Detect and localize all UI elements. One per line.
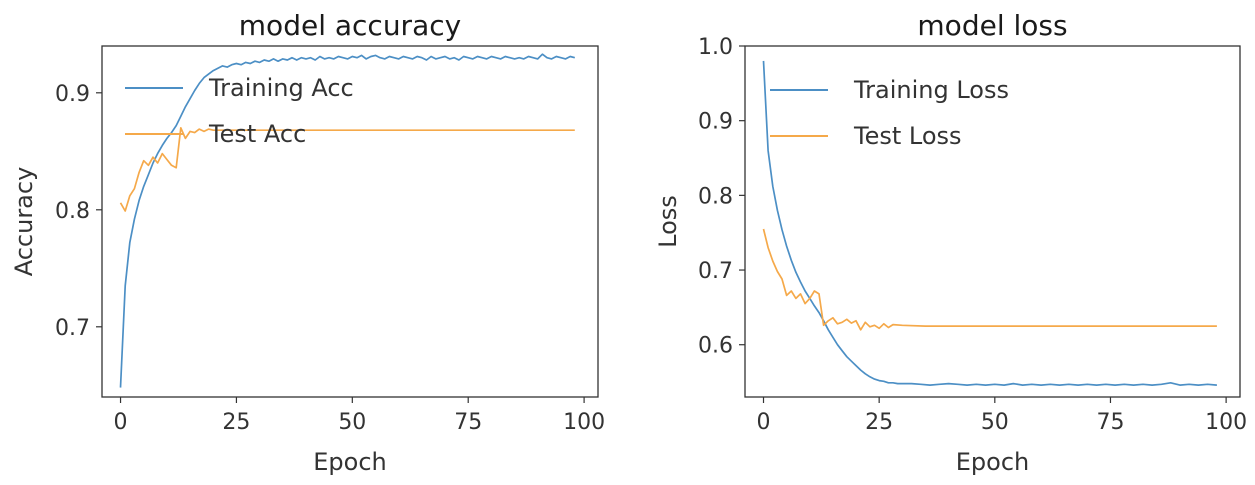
x-tick-label: 75 — [1096, 410, 1124, 435]
y-axis-label: Loss — [654, 195, 682, 248]
plot-frame — [744, 45, 1241, 398]
y-tick-label: 0.7 — [55, 316, 90, 341]
x-tick-label: 100 — [563, 410, 605, 435]
chart-title: model loss — [917, 9, 1067, 42]
chart-title: model accuracy — [239, 9, 461, 42]
x-axis-label: Epoch — [956, 448, 1030, 476]
y-tick-label: 0.6 — [698, 334, 733, 359]
series-line-training-acc — [119, 53, 576, 388]
legend-label: Training Loss — [853, 76, 1009, 104]
x-tick-label: 75 — [454, 410, 482, 435]
x-tick-label: 0 — [114, 410, 128, 435]
x-tick-label: 100 — [1205, 410, 1247, 435]
y-axis-label: Accuracy — [10, 167, 38, 277]
x-tick-label: 50 — [338, 410, 366, 435]
y-tick-label: 0.7 — [698, 259, 733, 284]
legend-label: Test Loss — [853, 122, 962, 150]
x-tick-label: 25 — [222, 410, 250, 435]
series-line-test-loss — [762, 228, 1217, 331]
y-tick-label: 0.8 — [55, 199, 90, 224]
y-tick-label: 1.0 — [698, 35, 733, 60]
accuracy-panel: model accuracy Epoch Accuracy 0 25 50 75 100 0.7… — [10, 9, 605, 476]
x-tick-label: 25 — [865, 410, 893, 435]
series-line-training-loss — [762, 60, 1217, 386]
y-tick-label: 0.8 — [698, 184, 733, 209]
legend-label: Training Acc — [208, 74, 354, 102]
x-tick-label: 50 — [981, 410, 1009, 435]
x-axis-label: Epoch — [313, 448, 387, 476]
y-tick-label: 0.9 — [698, 110, 733, 135]
x-tick-label: 0 — [757, 410, 771, 435]
y-tick-label: 0.9 — [55, 82, 90, 107]
series-line-test-acc — [119, 127, 575, 212]
legend-label: Test Acc — [208, 120, 306, 148]
plot-frame — [101, 45, 599, 398]
loss-panel: model loss Epoch Loss 0 25 50 75 100 0.6 0.7 0.8 0.… — [654, 9, 1247, 476]
